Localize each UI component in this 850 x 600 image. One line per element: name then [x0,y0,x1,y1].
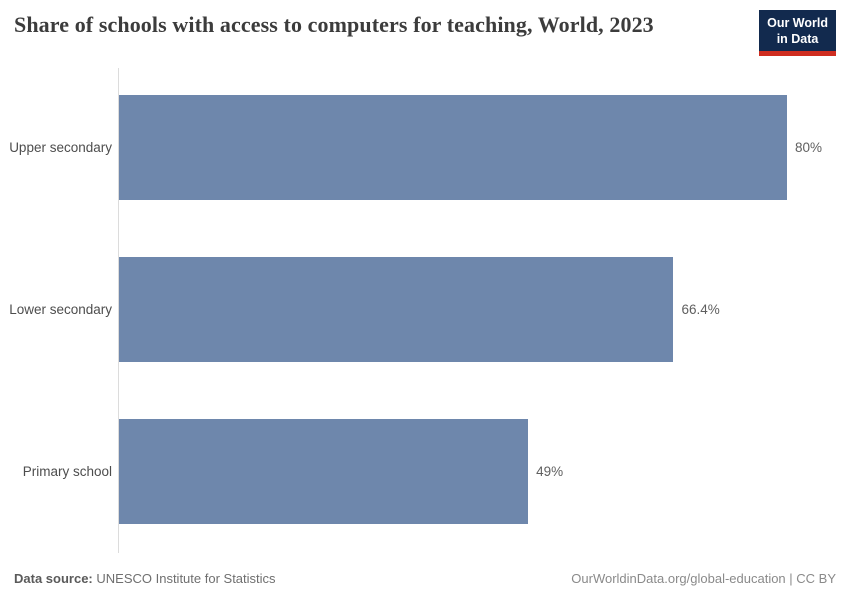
chart-title: Share of schools with access to computer… [14,12,654,37]
data-source-label: Data source: [14,571,93,586]
bar[interactable] [119,95,787,200]
credit-link[interactable]: OurWorldinData.org/global-education | CC… [571,571,836,586]
category-label: Upper secondary [9,139,112,155]
bar-row: Primary school 49% [0,419,850,524]
value-label: 80% [795,139,823,155]
data-source: Data source: UNESCO Institute for Statis… [14,571,276,586]
value-label: 66.4% [681,301,720,317]
chart-footer: Data source: UNESCO Institute for Statis… [0,571,850,586]
category-label: Primary school [22,463,112,479]
owid-logo[interactable]: Our World in Data [759,10,836,56]
category-label: Lower secondary [9,301,112,317]
data-source-value: UNESCO Institute for Statistics [96,571,276,586]
owid-logo-line2: in Data [776,32,819,47]
value-label: 49% [536,463,564,479]
owid-logo-line1: Our World [767,16,828,30]
bar[interactable] [119,257,674,362]
bar-row: Lower secondary 66.4% [0,257,850,362]
bar[interactable] [119,419,529,524]
y-axis-line [118,68,119,553]
bar-row: Upper secondary 80% [0,95,850,200]
